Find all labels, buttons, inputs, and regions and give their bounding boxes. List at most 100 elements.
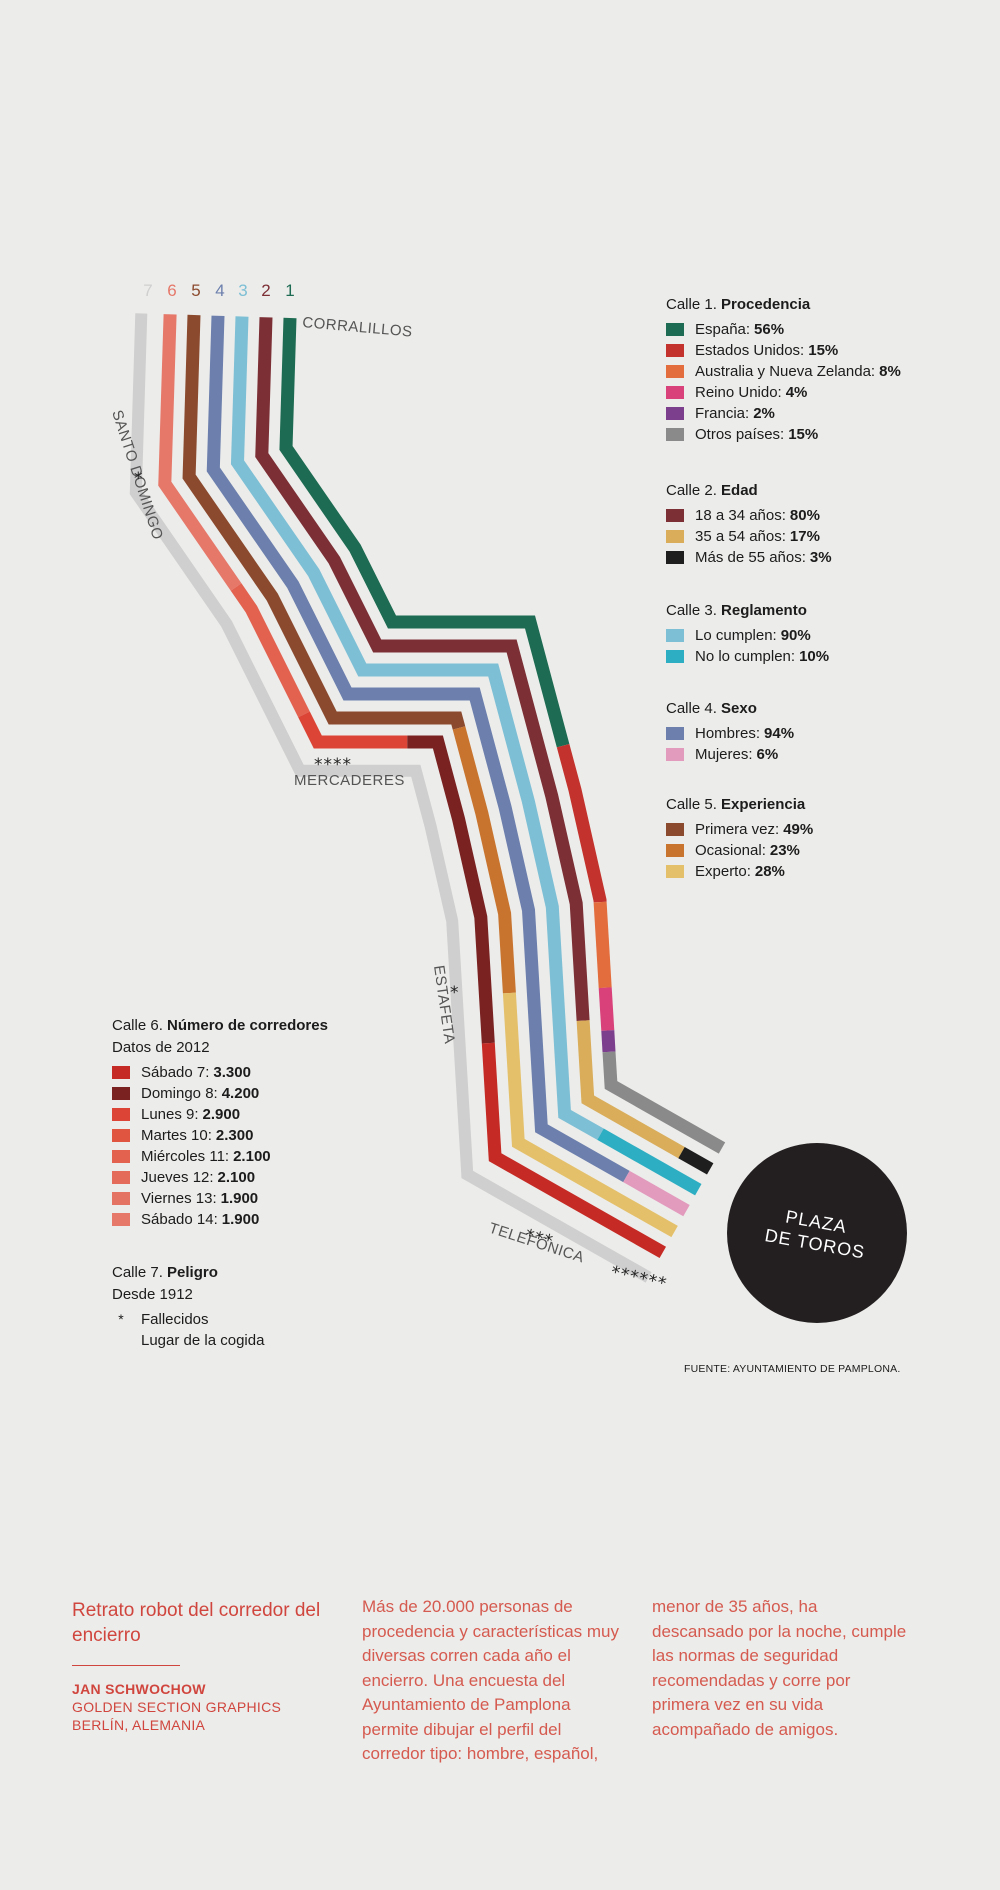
legend-item-label: Ocasional: [695,842,766,859]
legend-item: Otros países: 15% [666,424,901,445]
lane-2-segment [255,317,590,1021]
legend-swatch [112,1192,130,1205]
legend-item: Jueves 12: 2.100 [112,1167,328,1188]
legend-item-value: 17% [789,528,820,545]
plaza-circle [727,1143,907,1323]
encierro-route-map: PLAZA DE TOROS 7 6 5 4 3 2 1 CORRALILLOS… [108,281,907,1323]
legend-title-prefix: Calle 3. [666,602,717,619]
legend-item-value: 3% [809,549,832,566]
legend-item: Lunes 9: 2.900 [112,1104,328,1125]
source-note: FUENTE: AYUNTAMIENTO DE PAMPLONA. [684,1363,901,1375]
legend-item-value: 15% [788,426,819,443]
lane-4-segment [206,315,630,1183]
legend-item-label: Martes 10: [141,1127,212,1144]
legend-item-label: 18 a 34 años: [695,507,786,524]
legend-item-value: 2% [753,405,775,422]
legend-item-value: 94% [764,725,795,742]
legend-item: Viernes 13: 1.900 [112,1188,328,1209]
legend-swatch [666,386,684,399]
legend-swatch [112,1213,130,1226]
legend-swatch [112,1108,130,1121]
legend-item: Más de 55 años: 3% [666,547,832,568]
street-numbers: 7 6 5 4 3 2 1 [143,281,294,300]
legend-item: No lo cumplen: 10% [666,646,829,667]
legend-item: Miércoles 11: 2.100 [112,1146,328,1167]
legend-swatch [666,407,684,420]
studio-location: BERLÍN, ALEMANIA [72,1717,206,1733]
legend-item-label: Australia y Nueva Zelanda: [695,363,876,380]
lane-group [129,313,726,1283]
legend-swatch [666,748,684,761]
legend-item: España: 56% [666,319,901,340]
legend-title-prefix: Calle 6. [112,1017,163,1034]
legend-item-label: 35 a 54 años: [695,528,786,545]
lane-2-segment [678,1146,714,1175]
lane-7-peligro [129,313,652,1283]
legend-item-value: 28% [754,863,785,880]
legend-item-value: 56% [754,321,785,338]
lane-3-segment [230,316,604,1140]
legend-item: 18 a 34 años: 80% [666,505,832,526]
legend-swatch [666,629,684,642]
legend-item: Mujeres: 6% [666,744,794,765]
legend-item-value: 23% [769,842,800,859]
legend-item-label: Primera vez: [695,821,780,838]
legend-item-value: 2.300 [215,1127,254,1144]
legend-item-value: 90% [780,627,811,644]
legend-item-label: España: [695,321,751,338]
legend-swatch [112,1129,130,1142]
legend-title: Calle 2. Edad [666,480,832,501]
legend-title: Calle 6. Número de corredores [112,1015,328,1036]
legend-item-label: Estados Unidos: [695,342,805,359]
studio-name: GOLDEN SECTION GRAPHICS [72,1699,282,1715]
street-number-4: 4 [215,281,224,300]
lane-6-segment [158,314,242,591]
legend-item-label: Hombres: [695,725,761,742]
legend-title: Calle 3. Reglamento [666,600,829,621]
legend-item-value: 6% [756,746,779,763]
body-text-column-2: menor de 35 años, ha descansado por la n… [652,1597,907,1739]
legend-calle-6-corredores: Calle 6. Número de corredores Datos de 20… [112,1015,328,1230]
legend-title-prefix: Calle 4. [666,700,717,717]
legend-item-label: Miércoles 11: [141,1148,230,1165]
article-title: Retrato robot del corredor del encierro [72,1600,321,1646]
lane-1-segment [593,901,612,989]
death-marker-estafeta: * [450,983,460,1003]
lane-1-segment [601,1030,616,1053]
street-number-5: 5 [191,281,200,300]
legend-swatch [112,1087,130,1100]
legend-swatch [112,1066,130,1079]
legend-item: Hombres: 94% [666,723,794,744]
legend-item-label: Mujeres: [695,746,753,763]
lane-1-segment [602,1051,726,1154]
legend-title-text: Peligro [167,1264,218,1281]
legend-item: Domingo 8: 4.200 [112,1083,328,1104]
legend-swatch [666,365,684,378]
legend-swatch [666,509,684,522]
body-text-column-1: Más de 20.000 personas de procedencia y … [362,1597,619,1763]
legend-item-label: Sábado 14: [141,1211,218,1228]
legend-item-value: 1.900 [221,1211,260,1228]
lane-3-segment [597,1128,702,1196]
legend-title: Calle 7. Peligro [112,1262,264,1283]
legend-item-value: 15% [808,342,839,359]
legend-item-value: 3.300 [213,1064,251,1081]
legend-item-value: 4% [785,384,808,401]
legend-item: Lo cumplen: 90% [666,625,829,646]
legend-item-lugar: Lugar de la cogida [112,1330,264,1351]
legend-item: 35 a 54 años: 17% [666,526,832,547]
legend-swatch [666,650,684,663]
legend-swatch [666,727,684,740]
death-marker-mercaderes: **** [314,755,352,775]
lane-1-segment [598,987,615,1031]
lane-6-segment [407,735,495,1044]
lane-2-segment [576,1020,685,1159]
legend-item-value: 4.200 [221,1085,260,1102]
legend-item-fallecidos: * Fallecidos [112,1309,264,1330]
legend-line-text: Fallecidos [141,1311,209,1328]
legend-item-label: No lo cumplen: [695,648,796,665]
legend-item-value: 1.900 [220,1190,259,1207]
lane-1-segment [279,317,570,748]
street-number-2: 2 [261,281,270,300]
legend-item-value: 2.900 [202,1106,241,1123]
